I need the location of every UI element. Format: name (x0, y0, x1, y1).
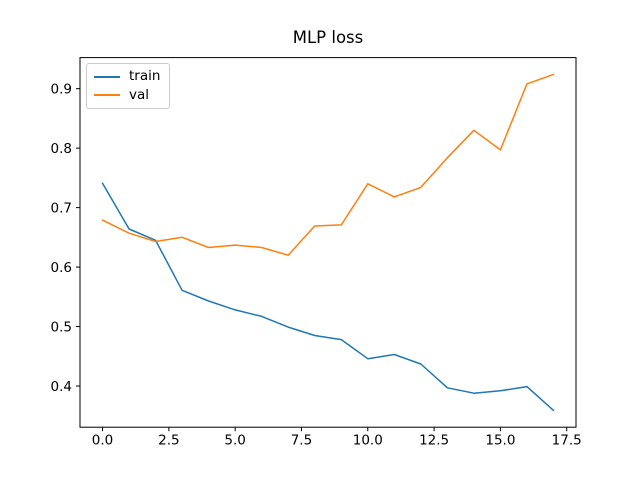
train-line (101, 182, 555, 412)
y-tick-label: 0.9 (51, 81, 72, 97)
x-tick-label: 17.5 (552, 433, 582, 449)
y-tick-label: 0.5 (51, 319, 72, 335)
y-tick-label: 0.8 (51, 141, 72, 157)
x-tick-label: 5.0 (224, 433, 245, 449)
x-tick-label: 12.5 (419, 433, 449, 449)
legend-item-val: val (94, 86, 162, 103)
legend-item-train: train (94, 68, 162, 84)
y-tick-label: 0.7 (51, 200, 72, 216)
train-line-swatch (94, 75, 120, 78)
x-tick-label: 10.0 (353, 433, 383, 449)
x-tick-label: 15.0 (485, 433, 515, 449)
x-tick-label: 0.0 (92, 433, 113, 449)
legend-label-train: train (129, 68, 161, 84)
x-tick-label: 2.5 (158, 433, 179, 449)
val-line (101, 73, 555, 256)
legend-label-val: val (129, 86, 150, 103)
val-line-swatch (94, 94, 120, 97)
y-tick-label: 0.4 (51, 379, 72, 395)
chart-title: MLP loss (292, 28, 364, 47)
axes-spines (79, 57, 577, 428)
legend: train val (86, 63, 170, 109)
x-tick-label: 7.5 (291, 433, 312, 449)
y-tick-label: 0.6 (51, 260, 72, 276)
